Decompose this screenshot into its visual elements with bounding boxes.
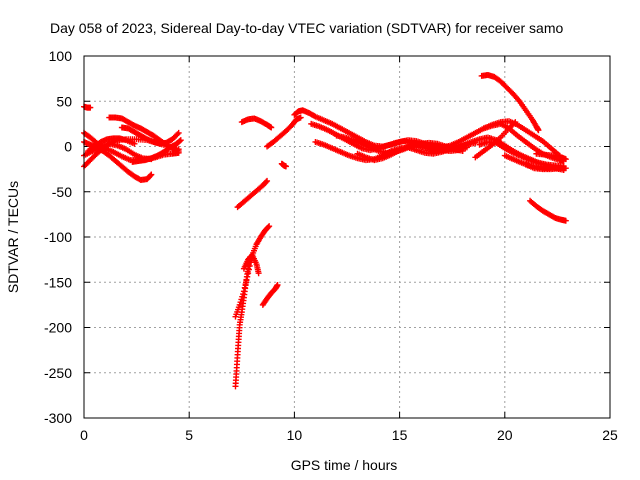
data-point bbox=[241, 284, 248, 291]
x-tick-labels: 0 5 10 15 20 25 bbox=[80, 427, 618, 443]
data-point bbox=[236, 301, 243, 308]
data-point bbox=[238, 296, 245, 303]
data-point bbox=[240, 291, 247, 298]
data-point bbox=[562, 217, 569, 224]
data-point bbox=[175, 148, 182, 155]
data-point bbox=[265, 224, 272, 231]
series-s27 bbox=[527, 197, 569, 224]
series-s24 bbox=[480, 118, 563, 159]
data-point bbox=[175, 129, 182, 136]
y-tick-label: 100 bbox=[49, 48, 73, 64]
series-s08 bbox=[85, 135, 138, 155]
series-s14 bbox=[259, 281, 281, 308]
data-point bbox=[535, 127, 542, 134]
data-point bbox=[148, 171, 155, 178]
y-tick-label: -50 bbox=[52, 184, 72, 200]
series-s25 bbox=[472, 119, 519, 161]
data-point bbox=[245, 266, 252, 273]
data-point bbox=[147, 172, 154, 179]
data-point bbox=[243, 277, 250, 284]
data-point bbox=[268, 124, 275, 131]
x-axis-label: GPS time / hours bbox=[291, 457, 398, 473]
data-point bbox=[237, 299, 244, 306]
x-tick-label: 15 bbox=[392, 427, 408, 443]
series-s12 bbox=[232, 223, 273, 320]
series-s15 bbox=[238, 115, 275, 131]
series-s17 bbox=[278, 160, 289, 170]
data-point bbox=[562, 156, 569, 163]
series-s09 bbox=[129, 137, 184, 165]
x-tick-label: 20 bbox=[497, 427, 513, 443]
data-point bbox=[177, 137, 184, 144]
series-s29 bbox=[533, 150, 569, 163]
data-point bbox=[240, 288, 247, 295]
data-point bbox=[297, 114, 304, 121]
data-point bbox=[131, 140, 138, 147]
series-s16 bbox=[264, 114, 304, 150]
y-tick-label: -200 bbox=[44, 320, 72, 336]
data-point bbox=[511, 120, 518, 127]
y-tick-label: 50 bbox=[56, 93, 72, 109]
data-point bbox=[472, 139, 479, 146]
data-point bbox=[463, 144, 470, 151]
chart-title: Day 058 of 2023, Sidereal Day-to-day VTE… bbox=[50, 20, 563, 36]
data-point bbox=[245, 270, 252, 277]
data-point bbox=[264, 177, 271, 184]
x-tick-label: 10 bbox=[287, 427, 303, 443]
y-axis-label: SDTVAR / TECUs bbox=[5, 181, 21, 293]
series-s07 bbox=[118, 124, 182, 147]
series-s10 bbox=[234, 177, 271, 211]
data-point bbox=[176, 137, 183, 144]
data-point bbox=[562, 165, 569, 172]
x-tick-label: 25 bbox=[602, 427, 618, 443]
data-point bbox=[174, 131, 181, 138]
y-tick-label: -300 bbox=[44, 410, 72, 426]
data-point bbox=[266, 223, 273, 230]
y-tick-label: -100 bbox=[44, 229, 72, 245]
data-point bbox=[552, 164, 559, 171]
x-tick-label: 0 bbox=[80, 427, 88, 443]
x-tick-label: 5 bbox=[185, 427, 193, 443]
data-point bbox=[242, 281, 249, 288]
data-point bbox=[282, 163, 289, 170]
data-point bbox=[87, 104, 94, 111]
data-point bbox=[255, 270, 262, 277]
y-tick-label: -250 bbox=[44, 365, 72, 381]
y-tick-label: 0 bbox=[64, 139, 72, 155]
data-series bbox=[81, 72, 569, 390]
data-point bbox=[512, 119, 519, 126]
data-point bbox=[246, 262, 253, 269]
data-point bbox=[244, 273, 251, 280]
series-s13 bbox=[240, 252, 262, 277]
series-s22 bbox=[354, 141, 470, 164]
series-s26 bbox=[478, 72, 542, 134]
y-tick-labels: 100 50 0 -50 -100 -150 -200 -250 -300 bbox=[44, 48, 72, 426]
y-tick-label: -150 bbox=[44, 274, 72, 290]
series-s30 bbox=[501, 152, 559, 172]
plot-frame bbox=[83, 55, 611, 419]
data-point bbox=[263, 178, 270, 185]
data-point bbox=[239, 293, 246, 300]
data-point bbox=[274, 281, 281, 288]
